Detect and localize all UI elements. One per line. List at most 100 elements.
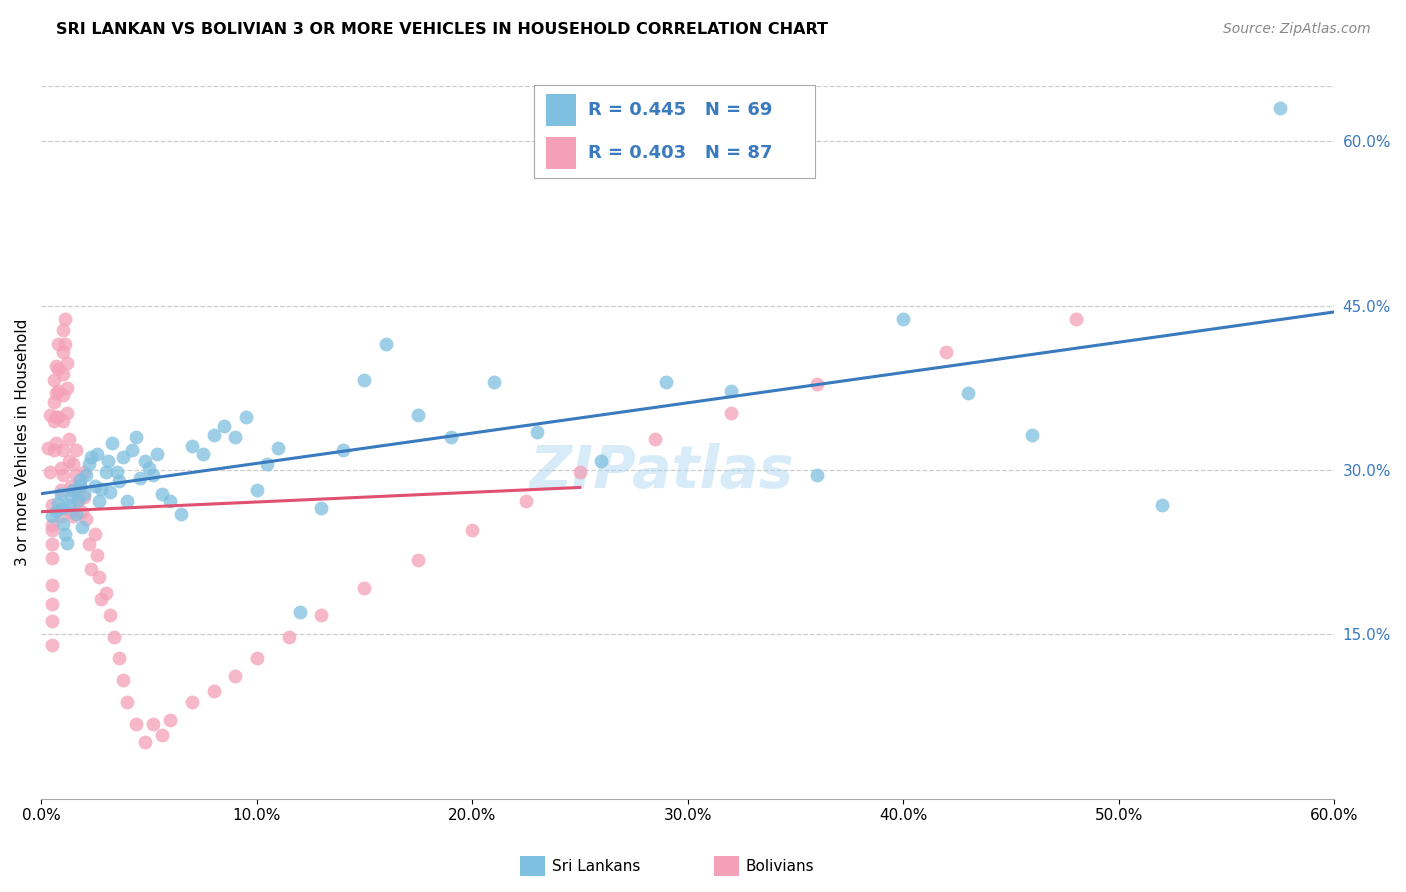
Point: [90, 482, 112, 496]
Bar: [546, 95, 576, 126]
Point: [52, 443, 75, 458]
Point: [256, 458, 278, 472]
Point: [62, 483, 84, 497]
Point: [89, 570, 111, 584]
Point: [311, 501, 333, 516]
Point: [146, 446, 169, 460]
Point: [41, 498, 63, 512]
Point: [45, 503, 67, 517]
Point: [568, 465, 591, 479]
Point: [60, 505, 83, 519]
Point: [720, 384, 742, 398]
Point: [353, 582, 375, 596]
Point: [353, 373, 375, 387]
Point: [86, 446, 108, 460]
Point: [288, 606, 311, 620]
Point: [75, 512, 97, 526]
Point: [45, 435, 67, 450]
Point: [84, 479, 107, 493]
Bar: [546, 137, 576, 169]
Point: [41, 517, 63, 532]
Point: [69, 473, 91, 487]
Point: [73, 487, 96, 501]
Point: [41, 638, 63, 652]
Point: [90, 592, 112, 607]
Point: [591, 454, 613, 468]
Point: [134, 454, 156, 468]
Point: [111, 673, 134, 688]
Point: [48, 496, 70, 510]
Point: [60, 479, 83, 493]
Point: [56, 381, 79, 395]
Point: [56, 355, 79, 369]
Point: [65, 507, 87, 521]
Point: [332, 443, 354, 458]
Point: [52, 468, 75, 483]
Point: [134, 735, 156, 749]
Point: [956, 386, 979, 401]
Point: [1064, 311, 1087, 326]
Point: [111, 450, 134, 464]
Point: [89, 493, 111, 508]
Point: [935, 344, 957, 359]
Point: [720, 406, 742, 420]
Point: [52, 367, 75, 381]
Point: [42, 414, 65, 428]
Point: [482, 376, 505, 390]
Point: [48, 337, 70, 351]
Point: [159, 713, 181, 727]
Point: [107, 651, 129, 665]
Point: [150, 728, 173, 742]
Point: [73, 465, 96, 479]
Point: [58, 454, 80, 468]
Point: [181, 695, 204, 709]
Point: [53, 526, 76, 541]
Point: [75, 468, 97, 483]
Point: [58, 432, 80, 446]
Point: [62, 483, 84, 497]
Point: [53, 337, 76, 351]
Point: [52, 501, 75, 516]
Point: [224, 430, 246, 444]
Point: [42, 373, 65, 387]
Point: [94, 585, 117, 599]
Point: [62, 458, 84, 472]
Point: [246, 651, 269, 665]
Y-axis label: 3 or more Vehicles in Household: 3 or more Vehicles in Household: [15, 318, 30, 566]
Text: Sri Lankans: Sri Lankans: [553, 859, 640, 873]
Point: [52, 344, 75, 359]
Point: [138, 460, 160, 475]
Point: [48, 362, 70, 376]
Point: [150, 487, 173, 501]
Point: [94, 465, 117, 479]
Point: [526, 425, 548, 439]
Point: [42, 395, 65, 409]
Point: [49, 508, 72, 523]
Point: [125, 717, 148, 731]
Text: Source: ZipAtlas.com: Source: ZipAtlas.com: [1223, 22, 1371, 37]
Point: [105, 465, 128, 479]
Point: [65, 443, 87, 458]
Point: [48, 384, 70, 398]
Point: [1270, 101, 1292, 115]
Point: [142, 468, 165, 483]
Point: [41, 578, 63, 592]
Point: [52, 414, 75, 428]
Point: [58, 498, 80, 512]
Point: [806, 377, 828, 392]
Point: [224, 669, 246, 683]
Point: [214, 419, 236, 434]
Point: [125, 430, 148, 444]
Point: [56, 406, 79, 420]
Point: [45, 359, 67, 373]
Point: [235, 410, 257, 425]
Point: [806, 468, 828, 483]
Point: [117, 493, 139, 508]
Text: ZIPatlas: ZIPatlas: [530, 442, 794, 500]
Point: [159, 493, 181, 508]
Text: R = 0.403   N = 87: R = 0.403 N = 87: [588, 145, 772, 162]
Point: [69, 479, 91, 493]
Point: [41, 508, 63, 523]
Point: [41, 537, 63, 551]
Point: [515, 493, 537, 508]
